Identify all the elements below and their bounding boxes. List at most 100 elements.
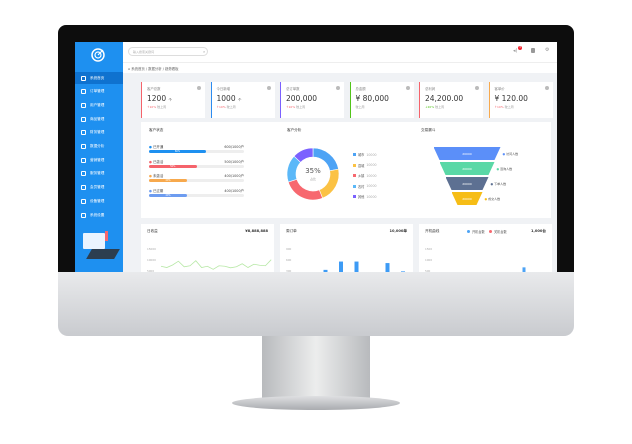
sidebar-item-label: 设备管理 [90, 198, 105, 203]
menu-icon [81, 185, 86, 191]
legend-label: 乡镇 [358, 174, 365, 178]
menu-icon [81, 157, 86, 163]
stat-unit: 个 [237, 98, 242, 102]
sidebar-item[interactable]: 营销管理 [75, 154, 123, 166]
sidebar-item-label: 营销管理 [90, 157, 105, 162]
sidebar-item-label: 用户管理 [90, 102, 105, 107]
stat-unit: 个 [168, 98, 172, 102]
donut-legend-item: 乡镇 10000 [353, 173, 377, 178]
breadcrumb-item[interactable]: 系统首页 [131, 67, 145, 71]
bar [522, 267, 526, 272]
menu-icon [81, 102, 86, 108]
progress-fill: 60% [149, 150, 206, 153]
progress-value: 400/1000户 [224, 174, 244, 178]
progress-fill: 50% [149, 164, 197, 168]
info-icon[interactable] [544, 86, 549, 90]
stat-card: 今日新增 1000 个 ↑10% 较上周 [210, 82, 275, 118]
sidebar-item[interactable]: 数据分析 [75, 141, 123, 153]
stat-title: 总金额 [355, 87, 366, 91]
funnel-label: ● 成交人数 [484, 197, 501, 201]
menu-icon [81, 89, 86, 95]
axis-tick: 10000 [147, 258, 156, 262]
bar [354, 261, 359, 272]
donut-legend-item: 城市 10000 [353, 152, 377, 157]
progress-row: ● 已过期 400/1000户 40% [149, 188, 244, 197]
stat-change: ↑10% [286, 105, 296, 109]
sidebar-item[interactable]: 服务管理 [75, 168, 123, 180]
progress-value: 500/1000户 [224, 159, 244, 164]
sidebar-item[interactable]: 会员管理 [75, 182, 123, 194]
info-icon[interactable] [266, 86, 271, 90]
bar [385, 263, 390, 272]
chart-title: 开机曲线 [425, 229, 440, 233]
gear-icon[interactable]: ⚙ [545, 47, 550, 53]
sidebar-item-label: 订单管理 [90, 89, 105, 94]
sidebar-item[interactable]: 设备管理 [75, 195, 123, 207]
sidebar-item[interactable]: 订单管理 [75, 86, 123, 98]
donut-center-label: 占比 [309, 177, 316, 181]
sidebar-item[interactable]: 财务管理 [75, 127, 123, 139]
axis-tick: 500 [425, 269, 431, 272]
sidebar-item-label: 系统首页 [90, 75, 105, 80]
stat-value: ¥ 120.00 [494, 94, 528, 103]
donut-chart [286, 147, 340, 201]
funnel-value: 20000 [462, 151, 472, 156]
line-series [160, 259, 272, 270]
bottom-chart-panel: 开机曲线 1,000台 1500 1000 500 开机台数 关机台数 [419, 224, 552, 272]
progress-row: ● 未激活 400/1000户 40% [149, 174, 244, 182]
sidebar-item[interactable]: 用户管理 [75, 99, 123, 111]
top-header: 输入搜索关键词 ⌕ ◂) 3 ⚙ [123, 42, 557, 62]
stat-card: 总订单数 200,000 ↑10% 较上周 [280, 82, 344, 118]
sidebar-item[interactable]: 系统首页 [75, 72, 123, 84]
legend-label: 农村 [358, 184, 365, 189]
search-input[interactable]: 输入搜索关键词 [128, 47, 208, 56]
funnel-value: 20000 [462, 196, 472, 201]
stat-value: 24,200.00 [425, 94, 464, 103]
info-icon[interactable] [197, 86, 201, 90]
progress-bar: 40% [149, 193, 244, 197]
sidebar-item[interactable]: 系统设置 [75, 209, 123, 221]
stat-value: 200,000 [286, 94, 318, 103]
monitor-chin [58, 272, 574, 336]
monitor-base [232, 396, 400, 410]
menu-icon [81, 130, 86, 136]
stat-change: ↑10% [147, 105, 157, 109]
info-icon[interactable] [336, 86, 340, 90]
progress-fill: 40% [149, 193, 187, 197]
sidebar-item-label: 服务管理 [90, 171, 105, 176]
funnel-label: ● 访问人数 [502, 152, 519, 156]
funnel-label: ● 下单人数 [490, 182, 507, 186]
progress-bar: 40% [149, 179, 244, 182]
notification-badge: 3 [518, 45, 522, 50]
stat-note: 较上周 [226, 105, 236, 109]
axis-tick: 1500 [425, 247, 433, 251]
donut-center-value: 35% [305, 167, 321, 175]
sidebar-item-label: 会员管理 [90, 185, 105, 190]
donut-slice [293, 147, 314, 163]
overview-panel: 客户状态 ● 已开通 600/1000户 60% ● 已激活 500/1000户 50% ●… [141, 122, 551, 218]
legend-value: 10000 [366, 194, 377, 199]
notification-icon[interactable]: ◂) [513, 48, 518, 54]
chart-title: 周订单 [286, 229, 297, 233]
progress-fill: 40% [149, 179, 187, 182]
lock-icon[interactable] [531, 48, 535, 53]
donut-legend-item: 县城 10000 [353, 163, 377, 168]
legend-label: 其他 [358, 195, 365, 199]
funnel-level: 20000 [439, 162, 495, 175]
funnel-title: 交易漏斗 [421, 128, 436, 132]
stat-card: 客户总数 1200 个 ↑10% 较上周 [141, 82, 205, 118]
menu-icon [81, 144, 86, 149]
search-icon[interactable]: ⌕ [203, 49, 206, 54]
stat-title: 总订单数 [286, 87, 300, 91]
donut-legend-item: 其他 10000 [353, 194, 377, 199]
menu-icon [81, 212, 86, 218]
progress-row: ● 已开通 600/1000户 60% [149, 145, 244, 153]
info-icon[interactable] [475, 86, 479, 90]
funnel-level: 20000 [451, 192, 483, 205]
stat-note: 较上周 [157, 105, 167, 109]
legend-value: 10000 [366, 163, 377, 167]
info-icon[interactable] [405, 86, 410, 90]
breadcrumb-item[interactable]: 数据分析 [148, 67, 162, 71]
sidebar-item[interactable]: 商品管理 [75, 113, 123, 125]
axis-tick: 600 [286, 258, 292, 262]
